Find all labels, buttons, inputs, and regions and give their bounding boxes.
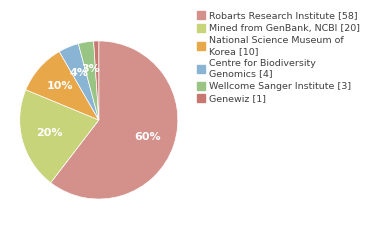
Wedge shape <box>26 52 99 120</box>
Wedge shape <box>59 44 99 120</box>
Text: 10%: 10% <box>47 81 73 91</box>
Wedge shape <box>93 41 99 120</box>
Text: 20%: 20% <box>36 128 62 138</box>
Text: 4%: 4% <box>70 67 89 78</box>
Wedge shape <box>78 41 99 120</box>
Wedge shape <box>51 41 178 199</box>
Text: 60%: 60% <box>134 132 161 142</box>
Text: 3%: 3% <box>81 64 100 74</box>
Legend: Robarts Research Institute [58], Mined from GenBank, NCBI [20], National Science: Robarts Research Institute [58], Mined f… <box>195 10 362 105</box>
Wedge shape <box>20 90 99 183</box>
